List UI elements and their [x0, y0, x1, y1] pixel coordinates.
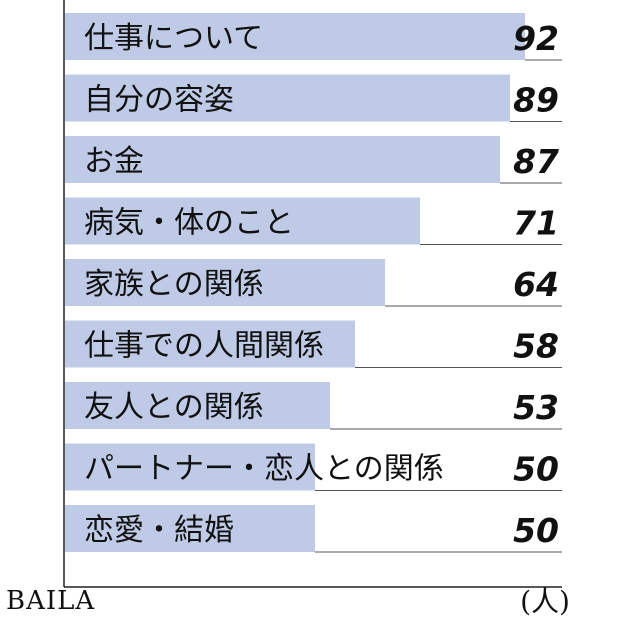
bar-5 — [65, 259, 385, 306]
unit-label: (人) — [520, 585, 570, 618]
category-label-1: 仕事について — [84, 21, 263, 56]
bar-1 — [65, 13, 525, 60]
bar-3 — [65, 136, 500, 183]
category-label-6: 仕事での人間関係 — [84, 329, 324, 364]
category-label-5: 家族との関係 — [84, 267, 264, 302]
value-label-9: 50 — [513, 511, 559, 550]
value-label-3: 87 — [513, 142, 559, 181]
category-label-3: お金 — [84, 144, 144, 179]
bars-group: 仕事について 92 自分の容姿 89 お金 87 病気・体のこと 71 家族との関係 64 仕事での… — [65, 13, 562, 553]
bar-6 — [65, 320, 355, 368]
value-label-2: 89 — [513, 81, 559, 120]
value-label-8: 50 — [513, 450, 559, 489]
value-label-6: 58 — [513, 327, 559, 366]
value-label-4: 71 — [513, 204, 559, 243]
category-label-4: 病気・体のこと — [84, 206, 294, 241]
baila-logo: BAILA — [6, 586, 96, 616]
value-label-5: 64 — [513, 265, 559, 304]
value-label-7: 53 — [513, 388, 559, 427]
bar-9 — [65, 505, 315, 552]
bar-7 — [65, 382, 330, 429]
category-label-9: 恋愛・結婚 — [84, 513, 234, 548]
category-label-7: 友人との関係 — [84, 390, 264, 425]
bar-2 — [65, 74, 510, 122]
bar-4 — [65, 197, 420, 245]
bar-8 — [65, 443, 315, 491]
category-label-2: 自分の容姿 — [84, 83, 234, 118]
value-label-1: 92 — [513, 19, 559, 58]
category-label-8: パートナー・恋人との関係 — [84, 452, 444, 487]
